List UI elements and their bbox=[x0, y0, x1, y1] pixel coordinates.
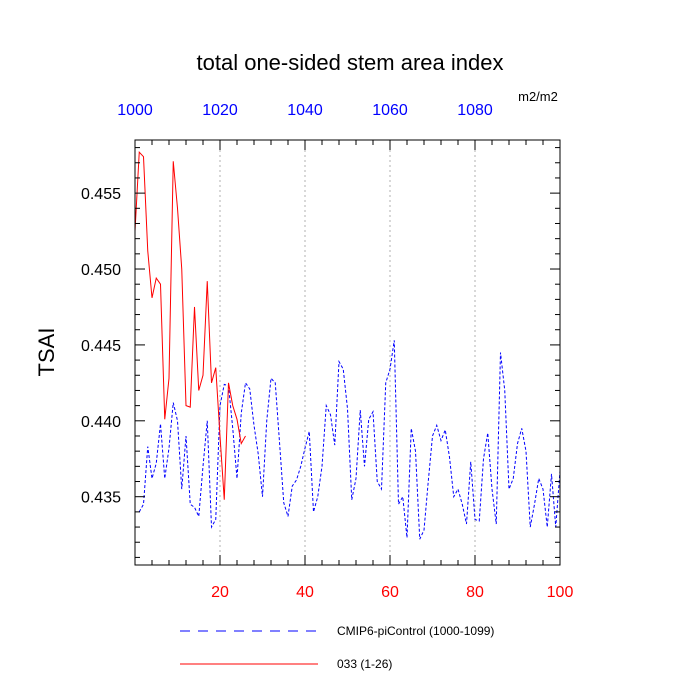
ticks-layer bbox=[134, 140, 561, 565]
units-label: m2/m2 bbox=[518, 89, 558, 104]
x-tick-label: 80 bbox=[466, 584, 484, 601]
top-x-tick-label: 1080 bbox=[457, 102, 493, 119]
series-line-picontrol bbox=[138, 340, 560, 540]
y-tick-label: 0.440 bbox=[81, 414, 121, 431]
y-tick-label: 0.450 bbox=[81, 262, 121, 279]
legend: CMIP6-piControl (1000-1099) 033 (1-26) bbox=[180, 624, 494, 671]
legend-label: 033 (1-26) bbox=[337, 657, 392, 671]
y-axis-label: TSAI bbox=[34, 328, 59, 377]
x-tick-label: 20 bbox=[211, 584, 229, 601]
x-tick-label: 60 bbox=[381, 584, 399, 601]
series-line-033 bbox=[135, 150, 246, 500]
labels-layer: 0.435 0.440 0.445 0.450 0.455 20 40 60 80 100 1000… bbox=[81, 102, 573, 601]
grid-layer bbox=[219, 140, 476, 565]
plot-frame bbox=[134, 139, 561, 566]
top-x-tick-label: 1060 bbox=[372, 102, 408, 119]
x-tick-label: 40 bbox=[296, 584, 314, 601]
y-tick-label: 0.455 bbox=[81, 186, 121, 203]
series-layer bbox=[135, 150, 560, 540]
chart-title: total one-sided stem area index bbox=[197, 50, 504, 75]
top-x-tick-label: 1000 bbox=[117, 102, 153, 119]
legend-label: CMIP6-piControl (1000-1099) bbox=[337, 624, 494, 638]
top-x-tick-label: 1040 bbox=[287, 102, 323, 119]
x-tick-label: 100 bbox=[547, 584, 574, 601]
top-x-tick-label: 1020 bbox=[202, 102, 238, 119]
y-tick-label: 0.435 bbox=[81, 490, 121, 507]
y-tick-label: 0.445 bbox=[81, 338, 121, 355]
